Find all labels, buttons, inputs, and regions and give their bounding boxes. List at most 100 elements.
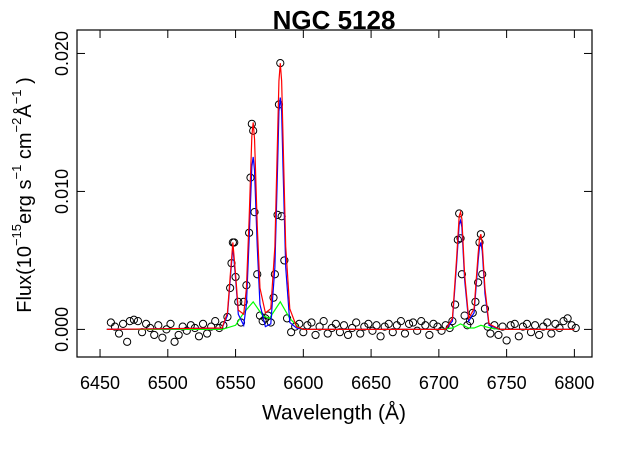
data-point (437, 326, 446, 335)
data-point (530, 321, 540, 330)
data-point (543, 318, 552, 327)
data-point (250, 208, 259, 217)
data-point (388, 328, 397, 337)
data-point (417, 317, 426, 326)
x-tick-label: 6650 (351, 373, 391, 393)
data-point (174, 330, 183, 340)
data-point (207, 322, 216, 331)
data-point (465, 317, 475, 326)
y-axis-label: Flux(10−15erg s−1 cm−2Å−1 ) (9, 77, 36, 313)
data-point (498, 322, 507, 331)
data-point (456, 234, 465, 243)
data-point (230, 238, 239, 247)
data-point (376, 332, 385, 341)
data-point (158, 333, 167, 342)
data-point (327, 323, 336, 333)
data-point (343, 330, 353, 340)
data-point (311, 330, 320, 340)
data-point (372, 321, 381, 330)
y-label-superscript: −2 (9, 118, 24, 133)
data-point (535, 330, 544, 340)
data-point (125, 317, 134, 326)
data-point (253, 270, 262, 279)
plot-frame (76, 29, 593, 358)
y-label-text: ) (14, 77, 36, 89)
data-point (563, 314, 572, 323)
y-label-superscript: −1 (9, 89, 24, 104)
data-point (433, 322, 442, 331)
data-point (555, 323, 564, 333)
y-label-superscript: −15 (9, 224, 24, 246)
data-point (118, 319, 128, 328)
data-point (551, 319, 560, 328)
data-point (315, 322, 324, 331)
data-point (547, 329, 556, 338)
data-point (123, 337, 132, 346)
data-point (457, 270, 466, 279)
data-point (273, 210, 282, 219)
y-label-text: Å (13, 104, 36, 118)
data-point (396, 317, 406, 326)
data-point (146, 323, 155, 333)
fit-line (106, 63, 575, 331)
data-point (409, 318, 418, 327)
data-point (178, 322, 187, 331)
data-point (339, 321, 349, 330)
data-point (404, 319, 414, 328)
data-point (142, 319, 151, 328)
data-point (203, 329, 212, 338)
data-point (526, 328, 536, 337)
data-point (307, 318, 316, 327)
data-point (539, 322, 548, 331)
data-point (150, 330, 159, 340)
y-label-superscript: −1 (9, 165, 24, 180)
data-point (392, 321, 401, 330)
data-point (299, 328, 308, 337)
data-point (154, 321, 163, 330)
data-point (400, 329, 410, 338)
y-tick-label: 0.000 (52, 307, 72, 352)
data-point (239, 297, 248, 306)
data-point (480, 304, 490, 313)
data-point (486, 329, 495, 338)
x-tick-label: 6600 (283, 373, 323, 393)
x-tick-label: 6800 (554, 373, 594, 393)
x-axis-label: Wavelength (Å) (262, 402, 406, 425)
data-point (280, 256, 289, 265)
data-point (368, 326, 377, 335)
data-point (384, 319, 393, 328)
data-point (335, 328, 345, 337)
data-point (319, 317, 328, 326)
data-point (356, 329, 365, 338)
data-point (348, 323, 357, 333)
fit-line (106, 97, 575, 331)
y-tick-label: 0.020 (52, 31, 72, 76)
data-point (198, 319, 208, 328)
data-point (194, 332, 204, 341)
data-point (425, 330, 434, 340)
y-label-text: Flux(10 (14, 246, 36, 313)
data-point (129, 315, 139, 324)
x-tick-label: 6550 (216, 373, 256, 393)
data-point (522, 319, 532, 328)
data-point (182, 326, 191, 335)
data-point (571, 323, 580, 333)
data-point (106, 318, 115, 327)
data-point (468, 308, 477, 317)
data-point (506, 321, 515, 330)
data-point (211, 317, 220, 326)
data-point (474, 278, 483, 287)
data-point (360, 322, 369, 331)
data-point (380, 322, 389, 331)
data-point (114, 329, 124, 338)
y-label-text: erg s (14, 180, 36, 224)
data-point (514, 332, 523, 341)
data-point (170, 337, 179, 346)
data-point (352, 318, 361, 327)
data-point (247, 119, 256, 128)
data-point (287, 328, 296, 337)
x-tick-label: 6500 (148, 373, 188, 393)
data-point (166, 319, 175, 328)
data-point (331, 319, 340, 328)
